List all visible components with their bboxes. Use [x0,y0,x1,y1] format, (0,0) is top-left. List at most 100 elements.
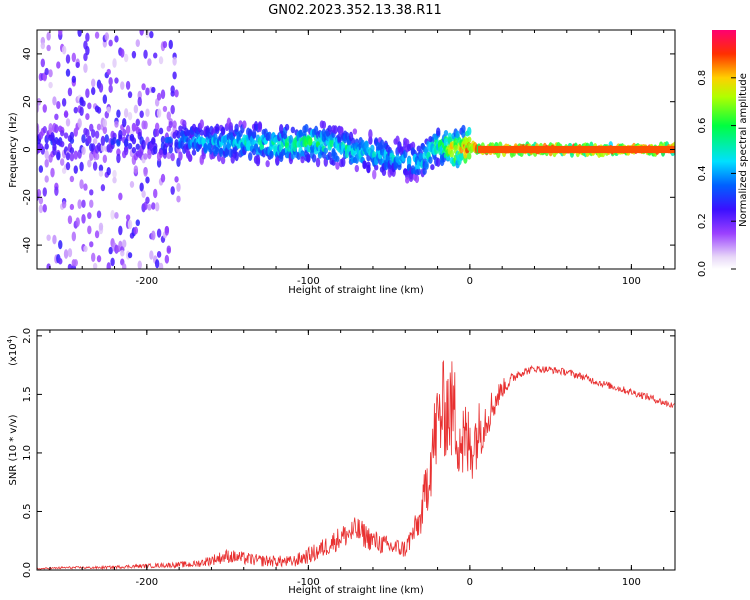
spectrogram-cell [145,30,150,39]
spectrogram-cell [98,222,104,231]
spectrogram-cell [174,89,179,98]
snr-frame [36,329,676,571]
spectrogram-cell [228,122,234,131]
spectrogram-cell [203,142,208,153]
spectrogram-cell [65,161,71,171]
spectrogram-cell [79,179,84,190]
spectrogram-cell [467,152,472,160]
spectrogram-cell [81,134,86,144]
spectrogram-cell [248,152,253,161]
spectrogram-cell [424,146,429,154]
spectrogram-cell [174,176,179,183]
spectrogram-cell [108,84,113,93]
spectrogram-cell [405,176,410,184]
spectrogram-cell [100,62,106,69]
spectrogram-cell [172,56,177,66]
spectrogram-cell [91,129,96,138]
spectrogram-cell [44,158,49,168]
spectrogram-cell [58,257,63,265]
spectrogram-cell [170,85,175,94]
spectrogram-cell [120,48,125,58]
spectrogram-cell [75,217,80,227]
spectrogram-x-tick-label: -100 [297,276,320,287]
spectrogram-cell [135,143,140,150]
spectrogram-cell [73,259,78,267]
spectrogram-cell [290,126,296,134]
spectrogram-cell [65,152,71,161]
spectrogram-cell [83,245,88,253]
spectrogram-cell [467,126,472,136]
spectrogram-cell [436,127,441,136]
spectrogram-cell [69,152,75,162]
spectrogram-cell [83,183,88,191]
spectrogram-cell [153,52,158,59]
spectrogram-y-tick-label: -40 [22,237,33,253]
spectrogram-cell [116,148,121,157]
spectrogram-cell [122,263,127,269]
spectrogram-cell [127,111,133,121]
spectrogram-cell [42,104,47,113]
spectrogram-cell [156,108,162,118]
spectrogram-cell [300,156,305,164]
spectrogram-cell [71,231,77,242]
spectrogram-cell [112,58,117,68]
spectrogram-cell [164,226,170,236]
spectrogram-cell [335,161,340,170]
spectrogram-cell [341,157,346,168]
spectrogram-cell [56,101,61,110]
spectrogram-cell [160,135,166,144]
spectrogram-cell [234,151,239,162]
spectrogram-cell [44,149,49,160]
spectrogram-cell [298,129,303,139]
spectrogram-cell [73,165,78,174]
spectrogram-cell [151,138,156,145]
spectrogram-cell [89,189,94,196]
spectrogram-cell [52,234,57,245]
spectrogram-cell [296,151,301,161]
spectrogram-cell [42,126,47,134]
spectrogram-cell [199,129,204,136]
spectrogram-cell [96,255,102,263]
spectrogram-cell [135,118,140,127]
spectrogram-cell [102,154,108,164]
spectrogram-cell [58,30,63,36]
spectrogram-cell [89,241,94,248]
spectrogram-cell [129,181,135,188]
spectrogram-cell [168,39,173,50]
spectrogram-cell [38,204,44,214]
spectrogram-cell [408,174,414,183]
spectrogram-cell [108,246,113,255]
spectrogram-cell [201,137,206,144]
spectrogram-cell [127,91,133,99]
spectrogram-cell [54,124,59,134]
spectrogram-cell [164,254,170,264]
spectrogram-cell [143,120,148,130]
spectrogram-cell [100,184,106,192]
spectrogram-cell [158,56,164,65]
spectrogram-cell [37,103,40,113]
spectrogram-cell [92,161,98,171]
snr-x-axis-label: Height of straight line (km) [288,585,424,596]
spectrogram-cell [125,214,131,221]
spectrogram-cell [215,123,220,132]
spectrogram-cell [166,247,171,254]
spectrogram-cell [143,167,148,177]
spectrogram-cell [339,126,344,134]
spectrogram-cell [257,121,263,130]
spectrogram-cell [46,234,51,241]
spectrogram-cell [42,203,47,213]
spectrogram-cell [122,129,127,137]
spectrogram-cell [44,67,49,76]
spectrogram-cell [284,123,290,131]
spectrogram-cell [106,262,111,269]
spectrogram-cell [125,80,131,90]
spectrogram-cell [54,186,59,196]
spectrogram-cell [255,157,261,167]
spectrogram-cell [63,132,69,139]
spectrogram-cell [114,77,119,84]
spectrogram-cell [131,146,137,154]
spectrogram-cell [139,182,144,192]
spectrogram-cell [46,31,51,41]
spectrogram-cell [197,142,203,150]
spectrogram-cell [436,157,441,168]
